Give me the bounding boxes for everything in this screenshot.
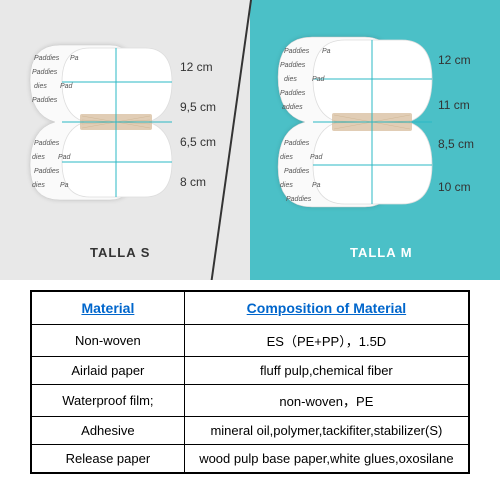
product-size-m: PaddiesPa Paddies diesPad Paddies addies…	[270, 25, 490, 225]
measure-m-4: 10 cm	[438, 180, 471, 194]
svg-text:Paddies: Paddies	[34, 55, 60, 62]
svg-text:Paddies: Paddies	[284, 48, 310, 55]
pad-shape-s: PaddiesPa Paddies diesPad Paddies Paddie…	[20, 30, 230, 220]
cell-composition: wood pulp base paper,white glues,oxosila…	[184, 445, 469, 474]
svg-text:Paddies: Paddies	[32, 69, 58, 76]
svg-text:Paddies: Paddies	[280, 90, 306, 97]
svg-text:Paddies: Paddies	[34, 140, 60, 147]
table-row: Non-woven ES（PE+PP），1.5D	[31, 325, 469, 357]
svg-text:Paddies: Paddies	[286, 196, 312, 203]
material-table-section: Material Composition of Material Non-wov…	[30, 290, 470, 474]
cell-composition: non-woven，PE	[184, 385, 469, 417]
svg-text:Pa: Pa	[312, 182, 321, 189]
measure-m-1: 12 cm	[438, 53, 471, 67]
header-composition: Composition of Material	[184, 291, 469, 325]
measure-m-2: 11 cm	[438, 98, 470, 112]
material-table: Material Composition of Material Non-wov…	[30, 290, 470, 474]
svg-text:addies: addies	[282, 104, 303, 111]
measure-s-2: 9,5 cm	[180, 100, 216, 114]
svg-text:dies: dies	[34, 83, 47, 90]
table-row: Airlaid paper fluff pulp,chemical fiber	[31, 357, 469, 385]
svg-text:Paddies: Paddies	[284, 168, 310, 175]
svg-text:dies: dies	[32, 154, 45, 161]
cell-material: Non-woven	[31, 325, 184, 357]
svg-text:Paddies: Paddies	[34, 168, 60, 175]
svg-text:dies: dies	[280, 154, 293, 161]
measure-s-4: 8 cm	[180, 175, 206, 189]
header-material: Material	[31, 291, 184, 325]
svg-text:Pa: Pa	[60, 182, 69, 189]
cell-material: Release paper	[31, 445, 184, 474]
table-row: Adhesive mineral oil,polymer,tackifiter,…	[31, 417, 469, 445]
svg-text:dies: dies	[280, 182, 293, 189]
table-header-row: Material Composition of Material	[31, 291, 469, 325]
cell-composition: ES（PE+PP），1.5D	[184, 325, 469, 357]
svg-text:dies: dies	[284, 76, 297, 83]
cell-composition: fluff pulp,chemical fiber	[184, 357, 469, 385]
top-section: PaddiesPa Paddies diesPad Paddies Paddie…	[0, 0, 500, 280]
product-size-s: PaddiesPa Paddies diesPad Paddies Paddie…	[20, 30, 230, 220]
cell-material: Airlaid paper	[31, 357, 184, 385]
svg-text:Pad: Pad	[58, 154, 72, 161]
table-row: Waterproof film; non-woven，PE	[31, 385, 469, 417]
svg-text:Paddies: Paddies	[280, 62, 306, 69]
cell-material: Waterproof film;	[31, 385, 184, 417]
svg-text:Pad: Pad	[312, 76, 326, 83]
table-row: Release paper wood pulp base paper,white…	[31, 445, 469, 474]
svg-text:Pad: Pad	[310, 154, 324, 161]
size-label-s: TALLA S	[90, 245, 150, 260]
measure-s-1: 12 cm	[180, 60, 213, 74]
measure-m-3: 8,5 cm	[438, 137, 474, 151]
svg-text:Pa: Pa	[70, 55, 79, 62]
measure-s-3: 6,5 cm	[180, 135, 216, 149]
svg-text:Paddies: Paddies	[284, 140, 310, 147]
svg-text:Paddies: Paddies	[32, 97, 58, 104]
cell-material: Adhesive	[31, 417, 184, 445]
svg-text:Pa: Pa	[322, 48, 331, 55]
svg-text:dies: dies	[32, 182, 45, 189]
cell-composition: mineral oil,polymer,tackifiter,stabilize…	[184, 417, 469, 445]
size-label-m: TALLA M	[350, 245, 413, 260]
svg-text:Pad: Pad	[60, 83, 74, 90]
